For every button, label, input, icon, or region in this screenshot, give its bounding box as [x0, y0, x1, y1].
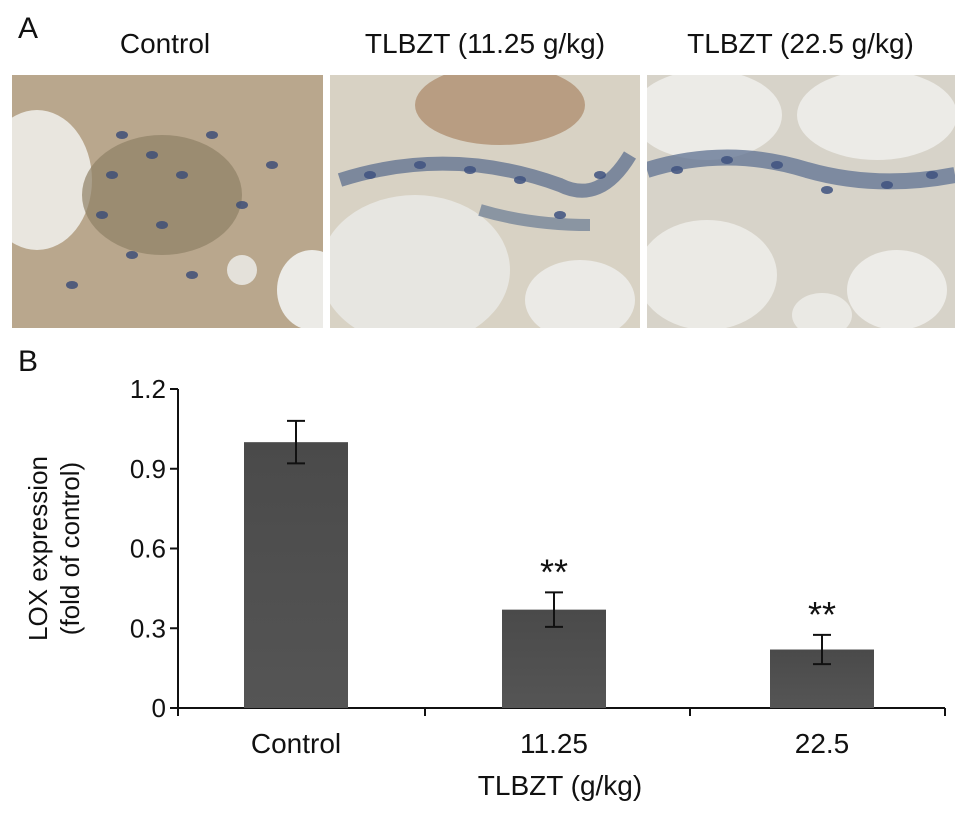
- micrograph-tlbzt-11-25: [330, 75, 640, 328]
- micrograph-control: [12, 75, 323, 328]
- y-tick-label: 0: [152, 693, 166, 723]
- x-tick-label: 22.5: [795, 728, 850, 759]
- panel-b-letter: B: [18, 345, 39, 378]
- image-title-tlbzt-22-5: TLBZT (22.5 g/kg): [687, 28, 914, 59]
- y-tick-label: 0.3: [130, 613, 166, 643]
- x-tick-label: 11.25: [520, 728, 588, 759]
- y-tick-label: 1.2: [130, 374, 166, 404]
- y-tick-label: 0.6: [130, 534, 166, 564]
- image-title-tlbzt-11-25: TLBZT (11.25 g/kg): [364, 28, 606, 59]
- significance-marker: **: [808, 594, 836, 635]
- x-tick-label: Control: [251, 728, 341, 759]
- lox-bar-chart: 0 0.3 0.6 0.9 1.2 LOX expression (fold of cont…: [23, 374, 946, 801]
- micrograph-tlbzt-22-5: [647, 75, 955, 328]
- significance-marker: **: [540, 551, 568, 592]
- y-tick-label: 0.9: [130, 454, 166, 484]
- y-axis-title: (fold of control): [55, 462, 85, 635]
- bar: [244, 442, 348, 708]
- image-title-control: Control: [119, 28, 211, 59]
- y-axis-title: LOX expression: [23, 456, 53, 641]
- panel-a-letter: A: [18, 12, 39, 45]
- x-axis-title: TLBZT (g/kg): [478, 770, 642, 801]
